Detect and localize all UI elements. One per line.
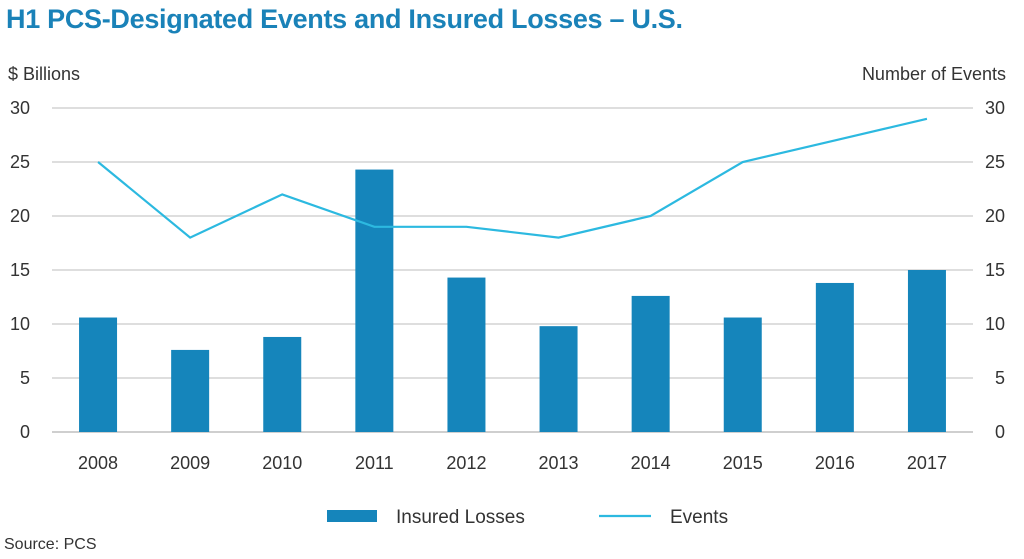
bar-2010 <box>263 336 302 432</box>
x-tick-label: 2008 <box>78 453 118 473</box>
x-tick-label: 2017 <box>907 453 947 473</box>
x-tick-label: 2009 <box>170 453 210 473</box>
x-tick-label: 2014 <box>631 453 671 473</box>
y-tick-left: 0 <box>20 422 30 442</box>
y-tick-right: 20 <box>985 206 1005 226</box>
y-tick-right: 5 <box>995 368 1005 388</box>
y-tick-left: 30 <box>10 98 30 118</box>
bar-2013 <box>539 326 578 432</box>
y-tick-left: 15 <box>10 260 30 280</box>
x-tick-label: 2015 <box>723 453 763 473</box>
y-tick-left: 20 <box>10 206 30 226</box>
bar-2009 <box>171 349 210 432</box>
x-tick-label: 2010 <box>262 453 302 473</box>
bar-2011 <box>355 169 394 432</box>
bar-2015 <box>723 317 762 432</box>
y-axis-right-label: Number of Events <box>861 64 1006 84</box>
y-tick-left: 5 <box>20 368 30 388</box>
x-tick-label: 2016 <box>815 453 855 473</box>
y-tick-right: 30 <box>985 98 1005 118</box>
x-tick-label: 2011 <box>355 453 394 473</box>
bar-2016 <box>815 282 854 432</box>
bar-2014 <box>631 295 670 432</box>
bar-2008 <box>79 317 118 432</box>
y-tick-right: 25 <box>985 152 1005 172</box>
legend-label-insured-losses: Insured Losses <box>396 507 525 528</box>
y-tick-left: 10 <box>10 314 30 334</box>
y-tick-right: 0 <box>995 422 1005 442</box>
y-tick-right: 10 <box>985 314 1005 334</box>
legend-label-events: Events <box>670 507 728 528</box>
y-axis-left-label: $ Billions <box>8 64 81 84</box>
y-tick-right: 15 <box>985 260 1005 280</box>
x-tick-label: 2012 <box>446 453 486 473</box>
x-tick-label: 2013 <box>539 453 579 473</box>
y-tick-left: 25 <box>10 152 30 172</box>
chart-title: H1 PCS-Designated Events and Insured Los… <box>6 4 683 34</box>
bar-2012 <box>447 277 486 432</box>
legend-swatch-insured-losses <box>327 510 377 522</box>
source-note: Source: PCS <box>4 536 97 553</box>
bar-2017 <box>907 270 946 432</box>
events-line <box>97 117 928 239</box>
